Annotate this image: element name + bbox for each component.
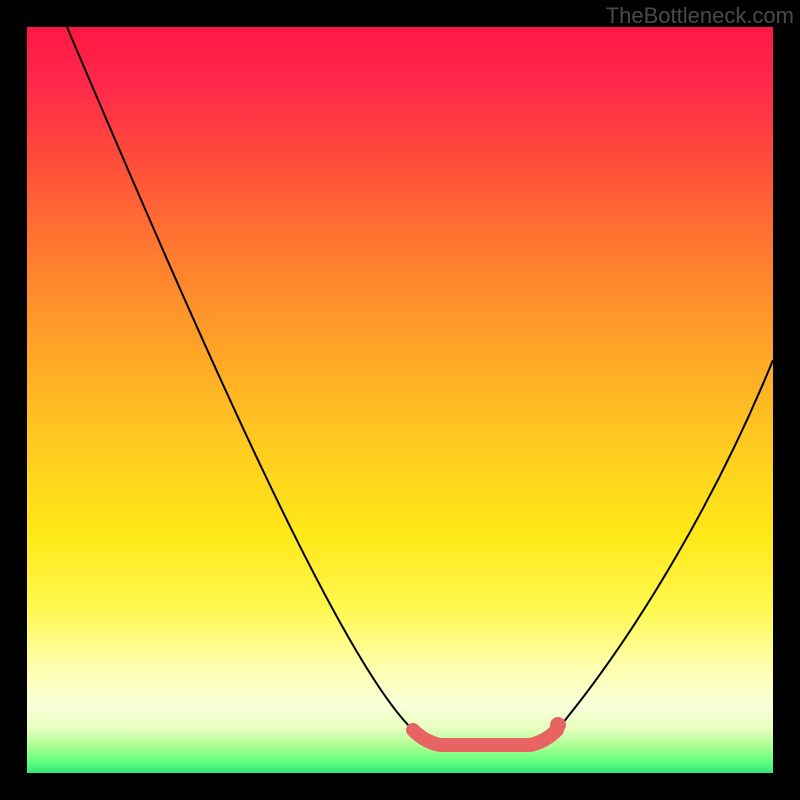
curve-layer	[0, 0, 800, 800]
bottleneck-curve	[67, 27, 773, 745]
marker-dot	[550, 717, 566, 733]
watermark-text: TheBottleneck.com	[606, 3, 794, 29]
chart-container: TheBottleneck.com	[0, 0, 800, 800]
valley-marker	[413, 730, 557, 745]
